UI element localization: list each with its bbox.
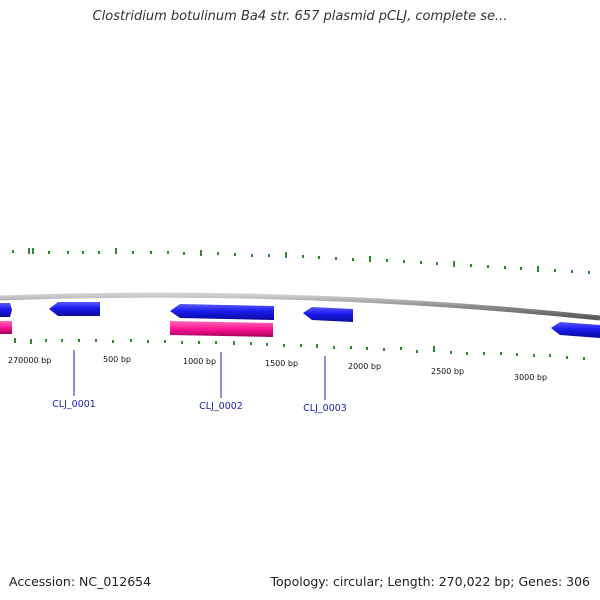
gene-label-clj-0002[interactable]: CLJ_0002 [199, 401, 243, 412]
gc-tick [500, 352, 502, 355]
ruler-label: 2000 bp [348, 362, 381, 371]
topology-summary: Topology: circular; Length: 270,022 bp; … [270, 574, 591, 589]
gc-tick [78, 339, 80, 342]
gene-reverse-arrow [170, 321, 273, 337]
gc-tick [164, 340, 166, 343]
gc-tick [453, 261, 455, 267]
accession-text: Accession: NC_012654 [9, 574, 152, 589]
gc-tick [283, 344, 285, 347]
gc-tick [132, 251, 134, 254]
gc-tick [82, 251, 84, 254]
gc-tick [115, 248, 117, 254]
gc-tick [268, 254, 270, 257]
gene-label-group [73, 350, 326, 400]
gc-tick [266, 343, 268, 346]
gc-tick [420, 261, 422, 264]
gc-tick [400, 347, 402, 350]
gene-label-clj-0001[interactable]: CLJ_0001 [52, 399, 96, 410]
gc-tick [487, 265, 489, 268]
gene-label-clj-0003[interactable]: CLJ_0003 [303, 403, 347, 414]
gc-tick [95, 339, 97, 342]
gc-tick [217, 252, 219, 255]
gc-tick [130, 339, 132, 342]
gc-tick [466, 352, 468, 355]
gc-tick [369, 256, 371, 262]
gc-tick [150, 251, 152, 254]
gc-tick [167, 251, 169, 254]
ruler-label: 2500 bp [431, 367, 464, 376]
gene-forward-edge-right [551, 322, 600, 338]
gc-tick [32, 248, 34, 254]
gc-tick [45, 339, 47, 342]
gc-tick [583, 357, 585, 360]
gc-tick [181, 341, 183, 344]
gene-reverse-edge-left [0, 321, 12, 334]
gc-tick [450, 351, 452, 354]
gc-tick [48, 251, 50, 254]
gc-tick [436, 262, 438, 265]
gc-tick [215, 341, 217, 344]
gc-tick [318, 256, 320, 259]
gc-tick [537, 266, 539, 272]
gc-tick [98, 251, 100, 254]
gc-tick [549, 354, 551, 357]
gc-tick [147, 340, 149, 343]
gc-tick [30, 339, 32, 344]
gc-tick [302, 255, 304, 258]
gc-tick [12, 250, 14, 253]
gc-tick [250, 342, 252, 345]
ruler-label: 3000 bp [514, 373, 547, 382]
gc-tick [198, 341, 200, 344]
gc-tick [350, 346, 352, 349]
gc-tick [233, 341, 235, 345]
gc-tick [470, 264, 472, 267]
gc-tick [520, 267, 522, 270]
gc-tick [571, 270, 573, 273]
gc-tick [566, 356, 568, 359]
gc-tick [300, 344, 302, 347]
gc-tick [67, 251, 69, 254]
gc-tick [316, 344, 318, 348]
gc-tick [335, 257, 337, 260]
gc-tick [403, 260, 405, 263]
gc-tick [112, 340, 114, 343]
gc-tick [483, 352, 485, 355]
gc-tick [251, 254, 253, 257]
gc-content-ticks-top [12, 248, 590, 274]
map-title: Clostridium botulinum Ba4 str. 657 plasm… [92, 9, 508, 24]
gene-clj-0002-arrow [170, 304, 274, 320]
gc-tick [352, 258, 354, 261]
gc-tick [285, 252, 287, 258]
gc-tick [61, 339, 63, 342]
gc-tick [516, 353, 518, 356]
gc-tick [333, 346, 335, 349]
gc-tick [14, 338, 16, 343]
plasmid-backbone [0, 292, 600, 321]
gc-tick [416, 350, 418, 353]
gc-tick [183, 252, 185, 255]
ruler-label: 1500 bp [265, 359, 298, 368]
gene-clj-0003-arrow [303, 307, 353, 322]
gc-tick [504, 266, 506, 269]
gene-forward-edge-left [0, 303, 12, 317]
gc-tick [433, 346, 435, 352]
gc-tick [533, 354, 535, 357]
ruler-label: 500 bp [103, 355, 131, 364]
gc-tick [554, 269, 556, 272]
gc-tick [234, 253, 236, 256]
gc-tick [588, 271, 590, 274]
gene-clj-0001-arrow [49, 302, 100, 316]
gc-content-ticks-bottom [14, 338, 585, 360]
gc-tick [366, 347, 368, 350]
gc-tick [386, 259, 388, 262]
gc-tick [383, 348, 385, 351]
gc-tick [200, 250, 202, 256]
gc-tick [28, 248, 30, 254]
ruler-label: 1000 bp [183, 357, 216, 366]
ruler-label: 270000 bp [8, 356, 51, 365]
